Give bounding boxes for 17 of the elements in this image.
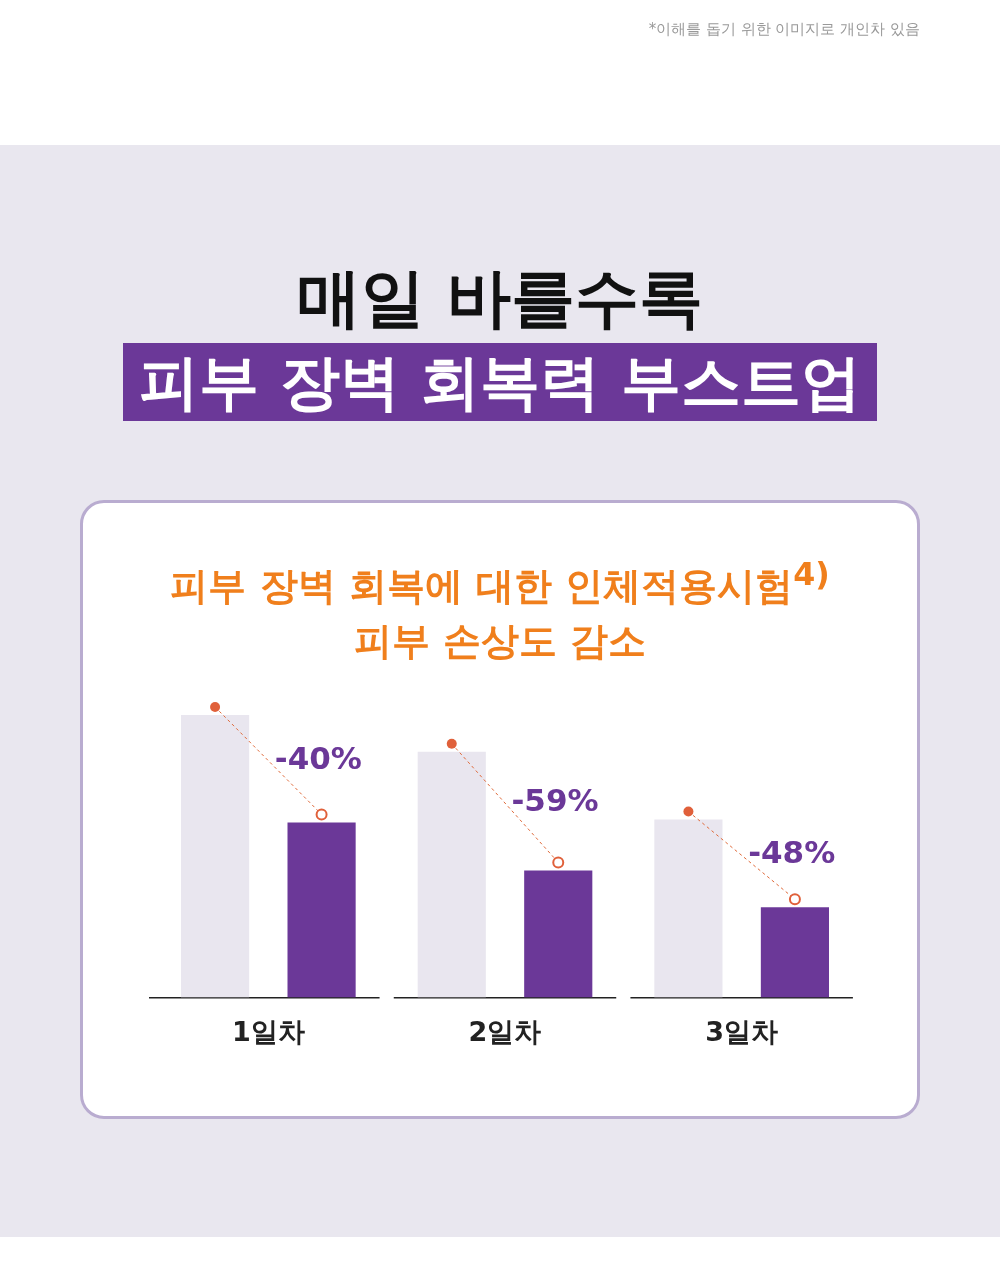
text: 피부 장벽 회복에 대한 인체적용시험$^{4)}$ <box>169 556 831 610</box>
x-tick-label: 1일차 <box>231 1015 305 1047</box>
x-tick-label: 3일차 <box>705 1015 779 1047</box>
chart-subtitle: 피부 장벽 회복력 부스트업 <box>122 343 878 421</box>
bar <box>760 907 829 998</box>
bar <box>654 819 723 998</box>
annotation: -40% <box>274 739 362 776</box>
annotation: -59% <box>511 782 599 819</box>
x-tick-label: 2일차 <box>468 1015 542 1047</box>
chart-title: 매일 바를수록 <box>295 260 705 337</box>
text: *이해를 돕기 위한 이미지로 개인차 있음 <box>648 20 920 39</box>
bar <box>287 822 356 998</box>
bar <box>524 870 593 998</box>
text: 피부 손상도 감소 <box>352 618 648 665</box>
bar <box>181 715 250 998</box>
annotation: -48% <box>748 834 836 871</box>
bar <box>417 751 486 998</box>
